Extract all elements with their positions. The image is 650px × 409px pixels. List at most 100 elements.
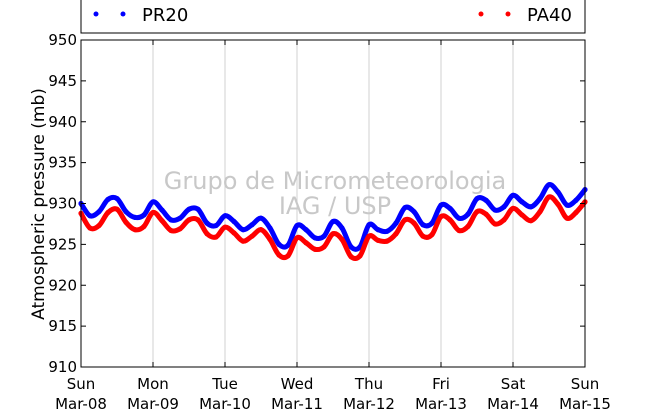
data-point-pa40 (537, 209, 543, 215)
data-point-pr20 (105, 196, 111, 203)
data-point-pa40 (132, 227, 138, 233)
data-point-pr20 (474, 195, 480, 202)
data-point-pa40 (312, 246, 318, 252)
data-point-pa40 (573, 209, 579, 216)
data-point-pa40 (483, 211, 489, 217)
data-point-pa40 (492, 221, 498, 227)
legend-marker-pa40 (478, 11, 484, 17)
y-tick-label: 950 (48, 31, 77, 49)
data-point-pa40 (375, 237, 381, 243)
data-point-pa40 (267, 236, 273, 243)
data-point-pr20 (573, 197, 579, 203)
data-point-pr20 (312, 235, 318, 241)
grid-lines (152, 40, 514, 367)
data-point-pr20 (204, 220, 210, 226)
legend-marker-pr20 (93, 11, 99, 17)
y-tick-label: 925 (48, 235, 77, 253)
data-point-pa40 (303, 240, 309, 246)
data-point-pr20 (510, 192, 516, 198)
data-point-pa40 (357, 253, 363, 259)
data-point-pa40 (240, 238, 246, 244)
data-point-pa40 (564, 215, 570, 221)
data-point-pr20 (159, 207, 165, 213)
x-tick-day-label: Thu (354, 375, 383, 393)
data-point-pa40 (330, 231, 336, 237)
x-tick-date-label: Mar-10 (199, 395, 251, 409)
data-point-pa40 (402, 217, 408, 223)
data-point-pr20 (321, 233, 327, 239)
data-point-pr20 (429, 220, 435, 226)
legend-frame (80, 0, 586, 34)
data-point-pa40 (456, 227, 462, 234)
data-point-pa40 (105, 209, 111, 216)
data-point-pr20 (366, 222, 372, 228)
data-point-pa40 (141, 223, 147, 229)
data-point-pr20 (393, 220, 399, 226)
watermark: Grupo de Micrometeorologia IAG / USP (164, 167, 506, 220)
data-point-pa40 (474, 209, 480, 215)
data-point-pr20 (276, 241, 282, 247)
data-point-pa40 (87, 225, 93, 231)
watermark-line-1: Grupo de Micrometeorologia (164, 167, 506, 195)
data-point-pr20 (177, 215, 183, 221)
y-tick-label: 935 (48, 154, 77, 172)
data-point-pa40 (438, 213, 444, 220)
data-point-pr20 (339, 225, 345, 231)
y-axis: 910 915 920 925 930 935 940 945 950 (48, 31, 585, 376)
data-point-pa40 (177, 226, 183, 232)
data-point-pa40 (159, 218, 165, 224)
x-tick-day-label: Sun (571, 375, 600, 393)
data-point-pa40 (411, 220, 417, 226)
x-tick-day-label: Fri (432, 375, 450, 393)
x-tick-date-label: Mar-15 (559, 395, 611, 409)
y-tick-label: 920 (48, 276, 77, 294)
data-point-pr20 (456, 215, 462, 221)
data-point-pr20 (240, 227, 246, 233)
data-point-pa40 (528, 218, 534, 224)
data-point-pr20 (267, 225, 273, 231)
data-point-pa40 (519, 212, 525, 218)
data-point-pa40 (231, 230, 237, 236)
data-point-pa40 (222, 224, 228, 230)
data-point-pa40 (168, 227, 174, 234)
legend-marker-pa40 (505, 11, 511, 17)
x-tick-date-label: Mar-08 (55, 395, 107, 409)
data-point-pa40 (366, 233, 372, 239)
data-point-pr20 (87, 213, 93, 219)
x-tick-day-label: Wed (281, 375, 314, 393)
data-point-pa40 (348, 254, 354, 260)
data-point-pr20 (402, 204, 408, 211)
x-tick-day-label: Tue (211, 375, 238, 393)
legend-marker-pr20 (120, 11, 126, 17)
data-point-pr20 (483, 197, 489, 203)
data-point-pa40 (195, 217, 201, 223)
data-point-pa40 (429, 231, 435, 238)
data-point-pa40 (123, 219, 129, 225)
data-point-pr20 (195, 206, 201, 212)
data-point-pa40 (339, 236, 345, 243)
data-point-pr20 (132, 214, 138, 220)
data-point-pa40 (114, 206, 120, 212)
data-point-pa40 (393, 231, 399, 237)
data-point-pr20 (168, 217, 174, 223)
y-tick-label: 910 (48, 358, 77, 376)
data-point-pa40 (204, 231, 210, 237)
data-point-pr20 (96, 209, 102, 215)
data-point-pa40 (285, 253, 291, 259)
data-point-pr20 (438, 202, 444, 208)
x-tick-date-label: Mar-14 (487, 395, 539, 409)
data-point-pa40 (546, 194, 552, 200)
data-point-pr20 (123, 209, 129, 215)
y-tick-label: 945 (48, 72, 77, 90)
data-point-pr20 (528, 204, 534, 210)
data-point-pa40 (276, 252, 282, 258)
data-point-pr20 (285, 242, 291, 248)
data-point-pr20 (447, 205, 453, 212)
y-tick-label: 915 (48, 317, 77, 335)
data-point-pr20 (213, 222, 219, 229)
series-group (78, 182, 588, 262)
x-tick-date-label: Mar-13 (415, 395, 467, 409)
data-point-pr20 (411, 209, 417, 215)
data-point-pr20 (537, 195, 543, 202)
data-point-pa40 (150, 209, 156, 216)
